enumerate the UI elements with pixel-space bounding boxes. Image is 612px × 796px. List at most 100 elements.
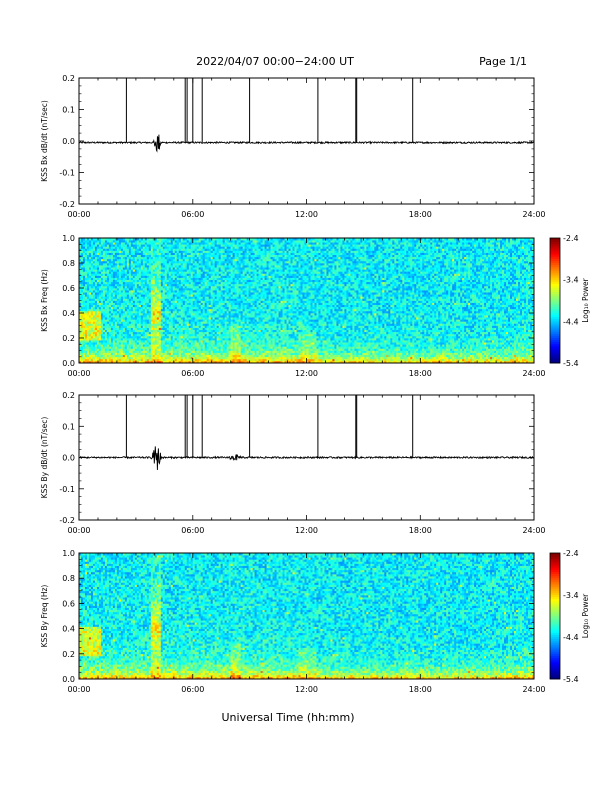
heatmap-cell [101,296,103,298]
heatmap-cell [205,315,207,317]
heatmap-cell [127,351,129,353]
heatmap-cell [143,290,145,292]
heatmap-cell [119,301,121,303]
heatmap-cell [209,351,211,353]
heatmap-cell [223,319,225,321]
heatmap-cell [141,242,143,244]
heatmap-cell [225,296,227,298]
heatmap-cell [129,328,131,330]
heatmap-cell [127,303,129,305]
heatmap-cell [165,309,167,311]
heatmap-cell [133,323,135,325]
heatmap-cell [187,251,189,253]
heatmap-cell [215,265,217,267]
heatmap-cell [159,321,161,323]
heatmap-cell [165,305,167,307]
heatmap-cell [161,244,163,246]
heatmap-cell [191,244,193,246]
heatmap-cell [193,313,195,315]
heatmap-cell [97,298,99,300]
heatmap-cell [87,269,89,271]
heatmap-cell [161,296,163,298]
heatmap-cell [119,342,121,344]
panel-1: 00:0006:0012:0018:0024:00-0.2-0.10.00.10… [40,74,546,219]
heatmap-cell [151,240,153,242]
y-tick-label: -0.1 [59,169,75,178]
heatmap-cell [87,355,89,357]
heatmap-cell [197,296,199,298]
heatmap-cell [183,240,185,242]
heatmap-cell [215,296,217,298]
heatmap-cell [215,338,217,340]
heatmap-cell [109,319,111,321]
heatmap-cell [209,298,211,300]
heatmap-cell [123,307,125,309]
heatmap-cell [225,359,227,361]
heatmap-cell [129,292,131,294]
heatmap-cell [141,244,143,246]
heatmap-cell [201,278,203,280]
heatmap-cell [173,280,175,282]
heatmap-cell [223,351,225,353]
heatmap-cell [229,292,231,294]
heatmap-cell [83,246,85,248]
heatmap-cell [191,305,193,307]
heatmap-cell [201,332,203,334]
heatmap-cell [141,290,143,292]
heatmap-cell [83,242,85,244]
heatmap-cell [169,276,171,278]
heatmap-cell [127,321,129,323]
heatmap-cell [187,338,189,340]
heatmap-cell [129,263,131,265]
heatmap-cell [209,292,211,294]
heatmap-cell [179,328,181,330]
heatmap-cell [129,303,131,305]
heatmap-cell [101,332,103,334]
heatmap-cell [205,330,207,332]
heatmap-cell [205,294,207,296]
heatmap-cell [209,271,211,273]
heatmap-cell [159,346,161,348]
heatmap-cell [109,317,111,319]
heatmap-cell [127,269,129,271]
heatmap-cell [115,284,117,286]
heatmap-cell [143,317,145,319]
heatmap-cell [129,278,131,280]
heatmap-cell [155,271,157,273]
heatmap-cell [91,321,93,323]
heatmap-cell [237,248,239,250]
heatmap-cell [183,246,185,248]
heatmap-cell [127,348,129,350]
heatmap-cell [159,323,161,325]
heatmap-cell [201,305,203,307]
heatmap-cell [193,296,195,298]
heatmap-cell [237,338,239,340]
heatmap-cell [137,296,139,298]
heatmap-cell [133,246,135,248]
heatmap-cell [119,267,121,269]
heatmap-cell [101,336,103,338]
heatmap-cell [241,357,243,359]
heatmap-cell [179,269,181,271]
heatmap-cell [91,303,93,305]
heatmap-cell [129,344,131,346]
heatmap-cell [159,269,161,271]
heatmap-cell [229,276,231,278]
x-tick-label: 00:00 [67,210,90,219]
heatmap-cell [83,359,85,361]
heatmap-cell [151,303,153,305]
heatmap-cell [201,330,203,332]
heatmap-cell [95,351,97,353]
heatmap-cell [211,301,213,303]
heatmap-cell [97,248,99,250]
heatmap-cell [193,269,195,271]
heatmap-cell [143,240,145,242]
heatmap-cell [129,346,131,348]
heatmap-cell [219,323,221,325]
heatmap-cell [141,261,143,263]
heatmap-cell [209,255,211,257]
heatmap-cell [109,263,111,265]
heatmap-cell [201,353,203,355]
heatmap-cell [105,315,107,317]
heatmap-cell [179,290,181,292]
